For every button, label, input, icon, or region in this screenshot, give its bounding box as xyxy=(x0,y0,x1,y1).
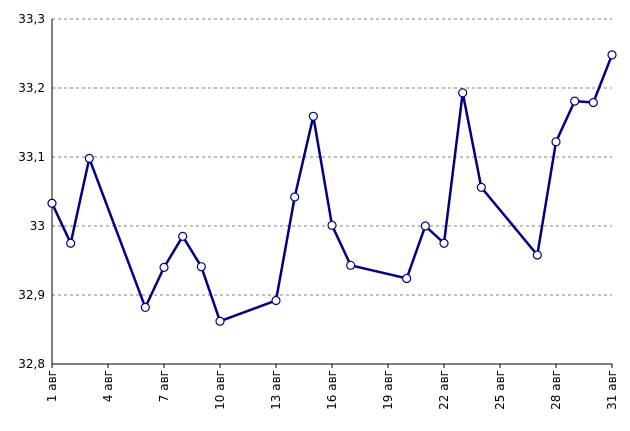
data-point xyxy=(458,88,468,98)
x-tick-label: 22 авг xyxy=(437,370,451,410)
data-point xyxy=(476,182,486,192)
data-point xyxy=(47,198,57,208)
data-point xyxy=(178,231,188,241)
x-tick-label: 4 авг xyxy=(101,370,115,402)
data-point xyxy=(308,111,318,121)
grid-lines xyxy=(52,18,612,296)
x-tick-label: 7 авг xyxy=(157,370,171,402)
data-point xyxy=(439,238,449,248)
data-point xyxy=(271,295,281,306)
data-point xyxy=(215,316,225,326)
data-point xyxy=(607,50,617,60)
x-tick-label: 10 авг xyxy=(213,370,227,410)
data-point xyxy=(570,96,580,106)
x-tick-label: 13 авг xyxy=(269,370,283,410)
x-tick-label: 28 авг xyxy=(549,370,563,410)
axes xyxy=(51,19,612,365)
x-tick-label: 31 авг xyxy=(605,370,619,410)
y-tick-label: 33,2 xyxy=(18,81,45,95)
data-point xyxy=(140,302,150,313)
x-tick-label: 25 авг xyxy=(493,370,507,410)
series xyxy=(47,50,617,326)
data-point xyxy=(84,153,94,163)
data-point xyxy=(159,262,169,272)
x-tick-label: 19 авг xyxy=(381,370,395,410)
y-tick-label: 32,9 xyxy=(18,288,45,302)
data-point xyxy=(66,238,76,248)
y-tick-label: 32,8 xyxy=(18,357,45,371)
data-point xyxy=(327,220,337,230)
data-point xyxy=(420,221,430,231)
x-tick-label: 1 авг xyxy=(45,370,59,402)
data-point xyxy=(551,137,561,147)
data-point xyxy=(290,192,300,202)
y-tick-label: 33 xyxy=(30,219,45,233)
y-tick-label: 33,3 xyxy=(18,12,45,26)
x-tick-labels: 1 авг 4 авг 7 авг 10 авг 13 авг 16 авг 19 авг 2… xyxy=(45,364,619,410)
y-tick-labels: 32,8 32,9 33 33,1 33,2 33,3 xyxy=(18,12,45,371)
data-point xyxy=(196,262,206,272)
data-point xyxy=(402,273,412,284)
data-point xyxy=(588,97,598,108)
y-tick-label: 33,1 xyxy=(18,150,45,164)
data-point xyxy=(346,260,356,270)
series-line xyxy=(50,54,614,323)
x-tick-label: 16 авг xyxy=(325,370,339,410)
data-point xyxy=(532,250,542,260)
